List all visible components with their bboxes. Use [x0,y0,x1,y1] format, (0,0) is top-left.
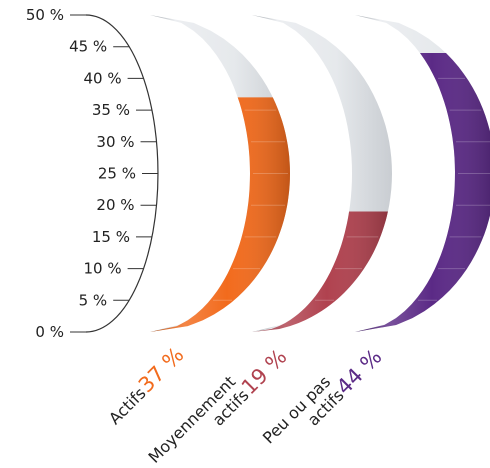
bar-group [150,15,290,333]
value-label: 19 % [237,345,292,400]
bar-highlight [150,97,290,333]
value-label: 37 % [134,343,189,398]
bars [150,15,490,333]
y-tick-label: 40 % [83,69,121,87]
bar-group [252,15,392,332]
bar-highlight [355,53,490,332]
y-tick-label: 45 % [69,38,107,56]
bar-highlight [252,211,388,332]
y-tick-label: 30 % [96,133,134,151]
y-axis: 0 % 5 % 10 % 15 % 20 % 25 % 30 % 35 % 40 % 45 % 50… [26,6,159,341]
y-tick-label: 25 % [98,165,136,183]
y-tick-label: 0 % [35,323,64,341]
y-tick-label: 20 % [96,196,134,214]
y-tick-label: 10 % [83,260,121,278]
y-tick-label: 5 % [79,291,108,309]
y-tick-label: 35 % [92,101,130,119]
category-label: 37 %Actifs [105,343,189,429]
y-tick-label: 50 % [26,6,64,24]
bar-group [355,15,490,332]
value-label: 44 % [332,345,387,400]
y-tick-label: 15 % [92,228,130,246]
